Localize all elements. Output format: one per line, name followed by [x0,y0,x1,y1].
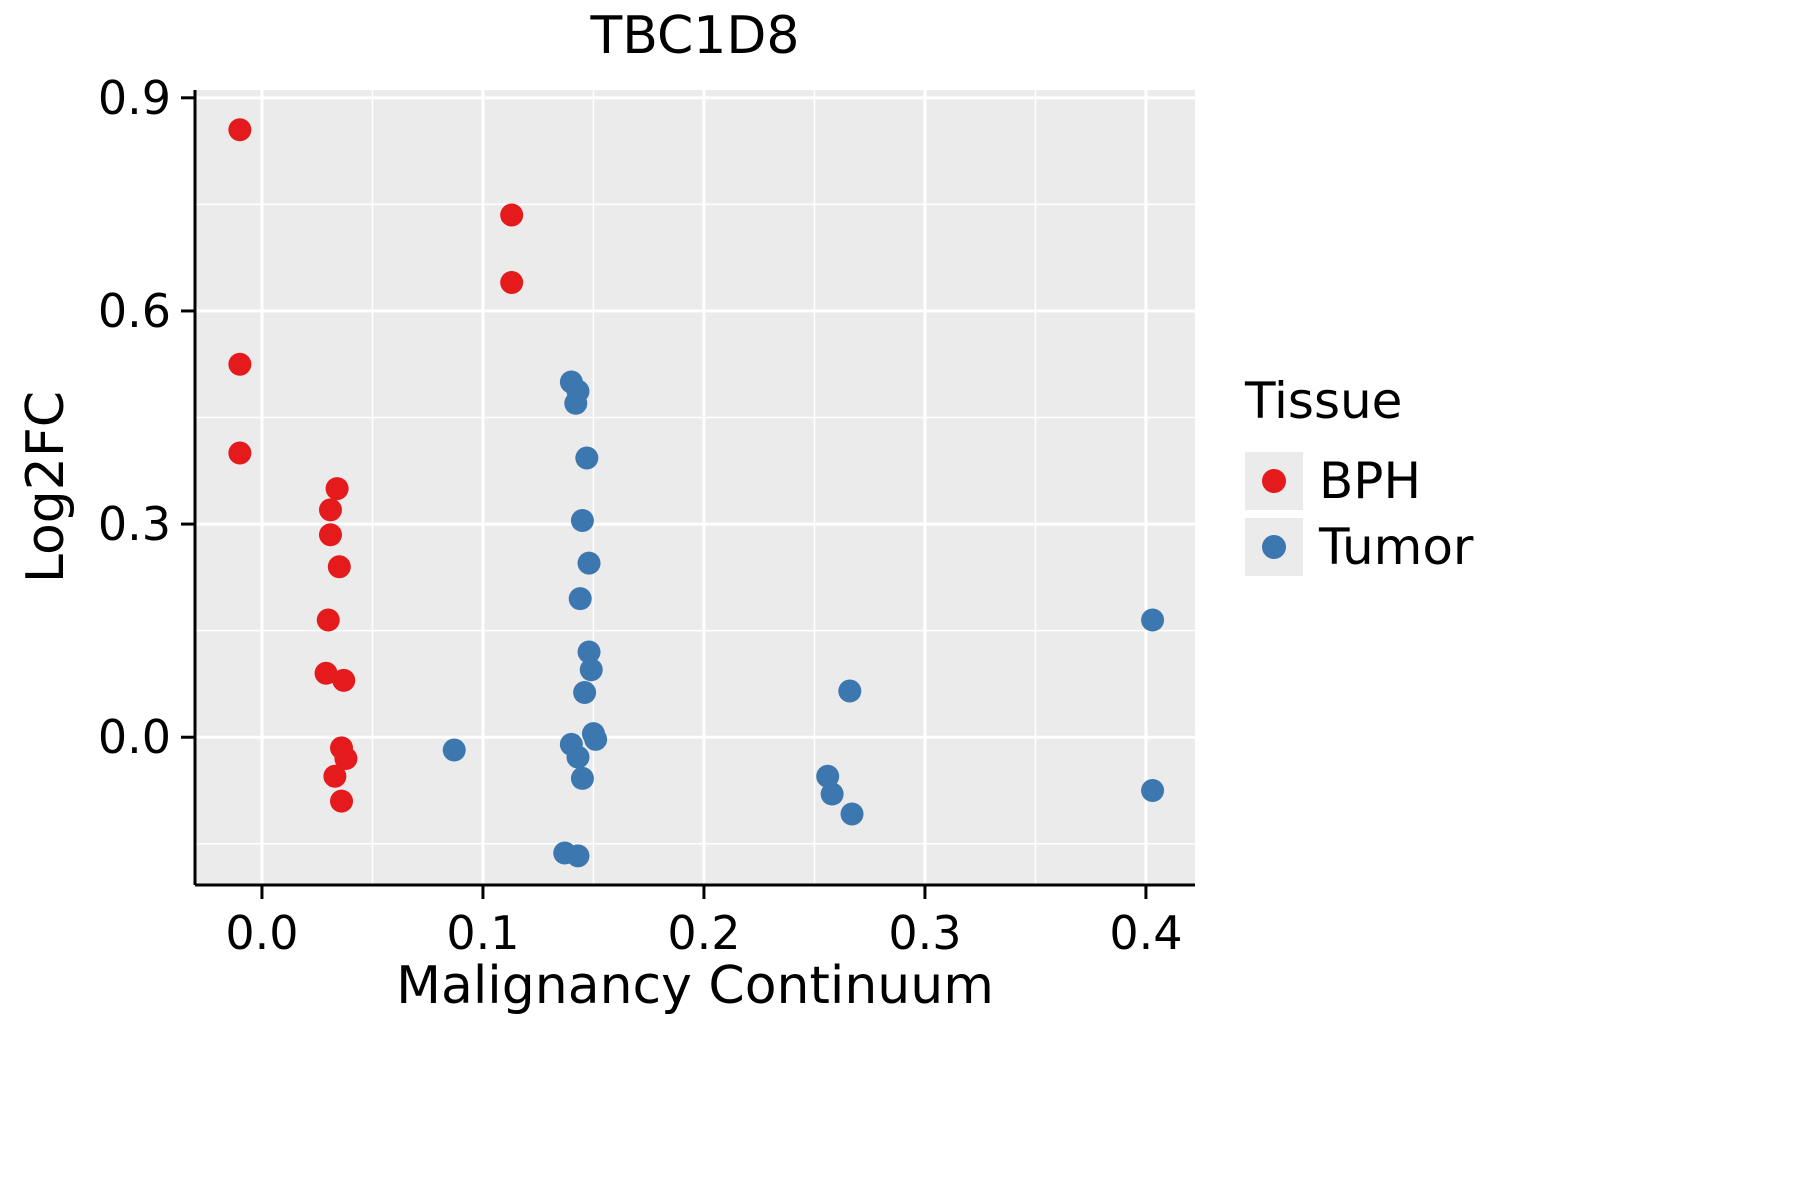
chart-title: TBC1D8 [590,6,800,66]
svg-text:0.1: 0.1 [446,906,519,960]
legend: Tissue BPH Tumor [1245,372,1474,584]
svg-text:0.3: 0.3 [888,906,961,960]
legend-key-bph [1245,452,1303,510]
legend-item-bph: BPH [1245,452,1474,510]
svg-text:0.0: 0.0 [98,710,171,764]
svg-text:0.6: 0.6 [98,284,171,338]
bph-dot-icon [1262,469,1286,493]
y-axis-label: Log2FC [16,390,76,584]
legend-label-tumor: Tumor [1319,518,1474,576]
svg-text:0.4: 0.4 [1109,906,1182,960]
svg-text:0.0: 0.0 [225,906,298,960]
legend-title: Tissue [1245,372,1403,430]
legend-label-bph: BPH [1319,452,1422,510]
x-axis-label: Malignancy Continuum [396,956,994,1016]
legend-item-tumor: Tumor [1245,518,1474,576]
svg-text:0.2: 0.2 [667,906,740,960]
svg-text:0.9: 0.9 [98,71,171,125]
svg-text:0.3: 0.3 [98,497,171,551]
legend-key-tumor [1245,518,1303,576]
tumor-dot-icon [1262,535,1286,559]
